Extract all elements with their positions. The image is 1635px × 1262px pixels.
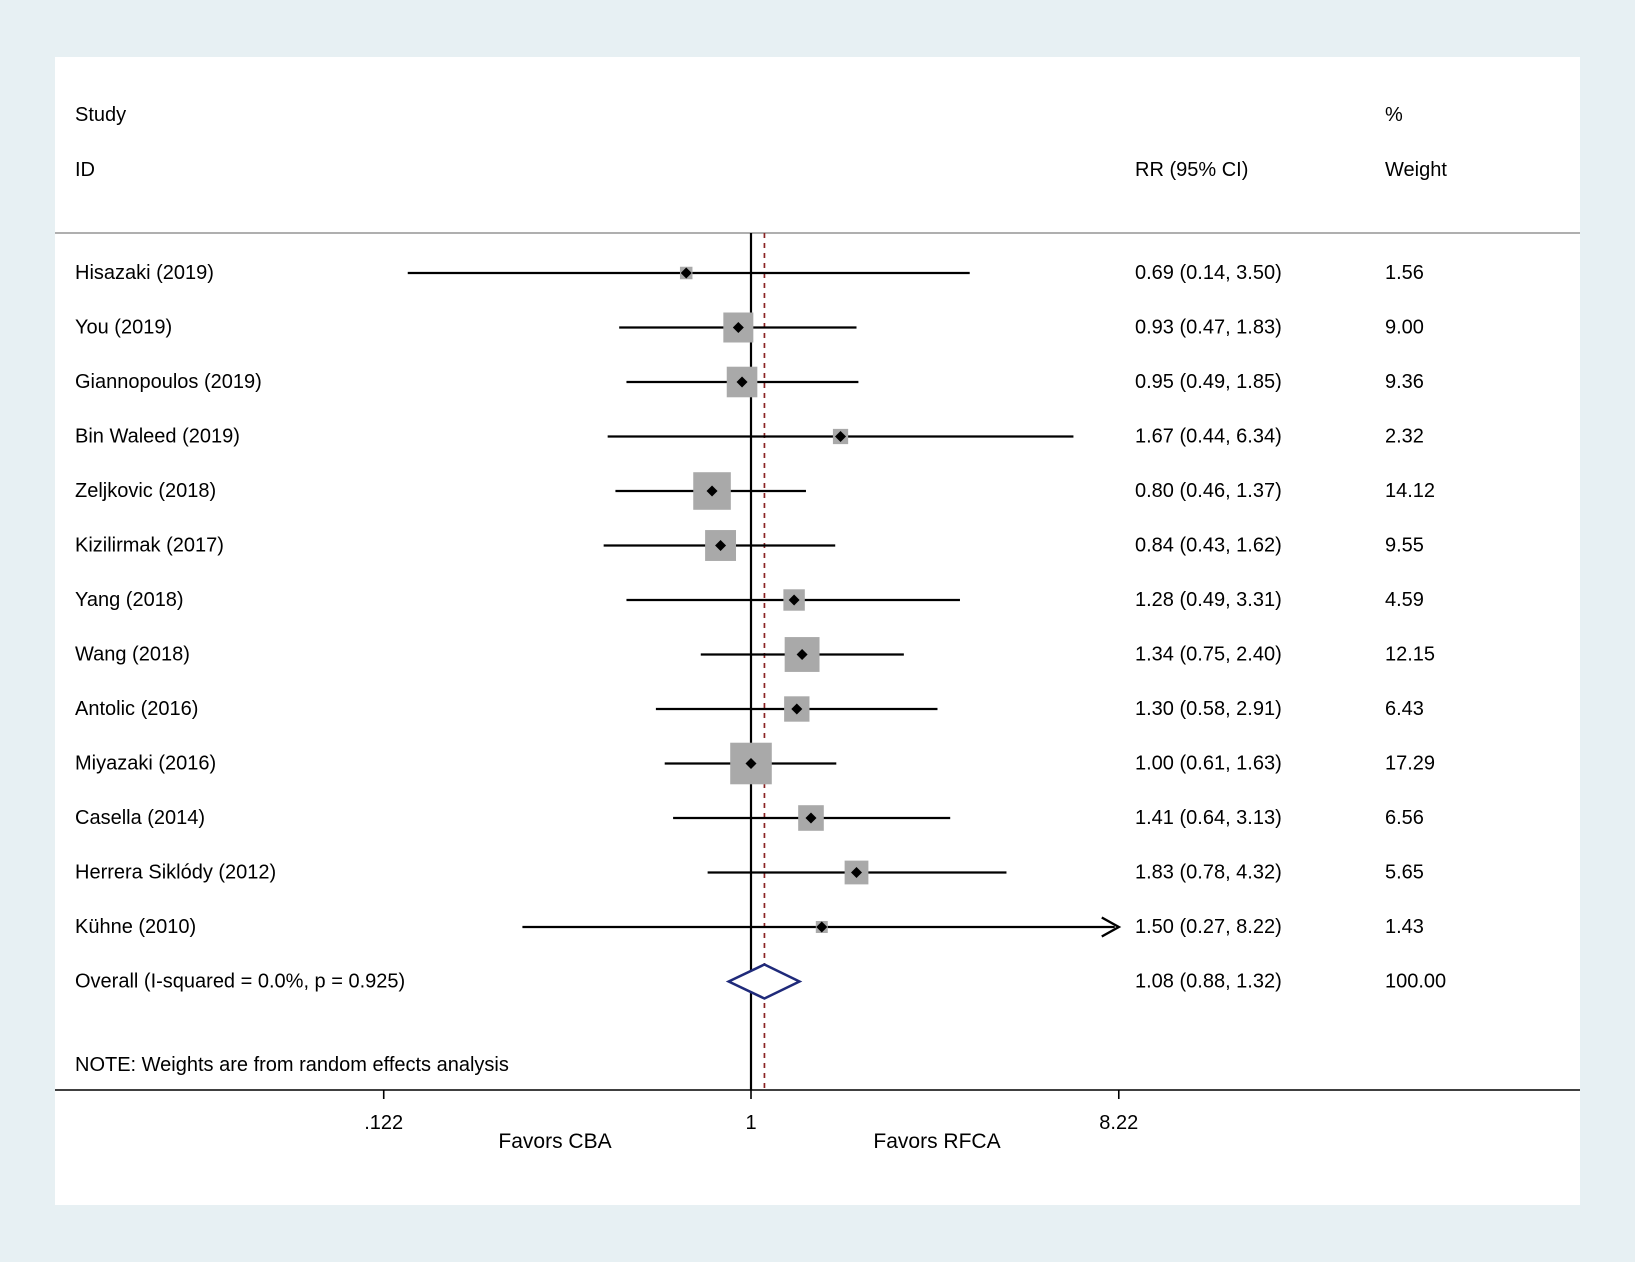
- overall-rr-ci-value: 1.08 (0.88, 1.32): [1135, 971, 1282, 993]
- rr-ci-value: 1.83 (0.78, 4.32): [1135, 862, 1282, 884]
- weight-value: 4.59: [1385, 589, 1424, 611]
- weight-value: 17.29: [1385, 753, 1435, 775]
- weight-value: 6.43: [1385, 698, 1424, 720]
- column-header-weight: Weight: [1385, 159, 1447, 181]
- forest-plot-panel: Hisazaki (2019) 0.69 (0.14, 3.50) 1.56 You …: [55, 57, 1580, 1205]
- rr-ci-value: 1.30 (0.58, 2.91): [1135, 698, 1282, 720]
- study-label: You (2019): [75, 317, 172, 339]
- study-label: Kühne (2010): [75, 916, 196, 938]
- rr-ci-value: 0.80 (0.46, 1.37): [1135, 480, 1282, 502]
- x-tick-label: 8.22: [1099, 1112, 1138, 1134]
- point-estimate-marker: [732, 322, 744, 333]
- forest-plot-canvas: Hisazaki (2019) 0.69 (0.14, 3.50) 1.56 You …: [55, 232, 1580, 1134]
- rr-ci-value: 1.50 (0.27, 8.22): [1135, 916, 1282, 938]
- point-estimate-marker: [715, 540, 727, 551]
- weight-value: 2.32: [1385, 426, 1424, 448]
- weight-value: 14.12: [1385, 480, 1435, 502]
- weight-value: 9.55: [1385, 535, 1424, 557]
- study-label: Hisazaki (2019): [75, 262, 214, 284]
- overall-label: Overall (I-squared = 0.0%, p = 0.925): [75, 971, 405, 993]
- point-estimate-marker: [706, 485, 718, 497]
- rr-ci-value: 1.34 (0.75, 2.40): [1135, 644, 1282, 666]
- rr-ci-value: 0.69 (0.14, 3.50): [1135, 262, 1282, 284]
- study-label: Antolic (2016): [75, 698, 198, 720]
- overall-diamond: [725, 963, 803, 1000]
- study-label: Herrera Siklódy (2012): [75, 862, 276, 884]
- point-estimate-marker: [816, 921, 828, 933]
- study-label: Casella (2014): [75, 807, 205, 829]
- point-estimate-marker: [796, 649, 808, 660]
- weight-value: 9.00: [1385, 317, 1424, 339]
- weight-value: 6.56: [1385, 807, 1424, 829]
- x-tick-label: 1: [745, 1112, 756, 1134]
- study-label: Giannopoulos (2019): [75, 371, 262, 393]
- study-label: Bin Waleed (2019): [75, 426, 240, 448]
- weight-value: 1.43: [1385, 916, 1424, 938]
- point-estimate-marker: [680, 267, 692, 279]
- rr-ci-value: 0.95 (0.49, 1.85): [1135, 371, 1282, 393]
- point-estimate-marker: [851, 867, 863, 878]
- point-estimate-marker: [745, 758, 757, 769]
- overall-weight-value: 100.00: [1385, 971, 1446, 993]
- column-header-id: ID: [75, 159, 95, 181]
- study-label: Kizilirmak (2017): [75, 535, 224, 557]
- column-header-percent: %: [1385, 104, 1403, 126]
- column-header-study: Study: [75, 104, 127, 126]
- point-estimate-marker: [736, 376, 748, 388]
- weight-value: 12.15: [1385, 644, 1435, 666]
- favors-left-label: Favors CBA: [498, 1130, 612, 1153]
- study-label: Wang (2018): [75, 644, 190, 666]
- rr-ci-value: 0.93 (0.47, 1.83): [1135, 317, 1282, 339]
- rr-ci-value: 0.84 (0.43, 1.62): [1135, 535, 1282, 557]
- column-header-rr-ci: RR (95% CI): [1135, 159, 1249, 181]
- study-label: Miyazaki (2016): [75, 753, 216, 775]
- weight-value: 9.36: [1385, 371, 1424, 393]
- ci-clip-arrow-right: [1101, 916, 1122, 938]
- rr-ci-value: 1.67 (0.44, 6.34): [1135, 426, 1282, 448]
- x-tick-label: .122: [364, 1112, 403, 1134]
- study-label: Yang (2018): [75, 589, 184, 611]
- point-estimate-marker: [791, 703, 803, 715]
- point-estimate-marker: [805, 812, 817, 824]
- favors-right-label: Favors RFCA: [873, 1130, 1001, 1153]
- random-effects-note: NOTE: Weights are from random effects an…: [75, 1054, 509, 1076]
- weight-value: 1.56: [1385, 262, 1424, 284]
- study-label: Zeljkovic (2018): [75, 480, 216, 502]
- weight-value: 5.65: [1385, 862, 1424, 884]
- rr-ci-value: 1.28 (0.49, 3.31): [1135, 589, 1282, 611]
- rr-ci-value: 1.00 (0.61, 1.63): [1135, 753, 1282, 775]
- point-estimate-marker: [835, 431, 847, 442]
- rr-ci-value: 1.41 (0.64, 3.13): [1135, 807, 1282, 829]
- point-estimate-marker: [788, 594, 800, 606]
